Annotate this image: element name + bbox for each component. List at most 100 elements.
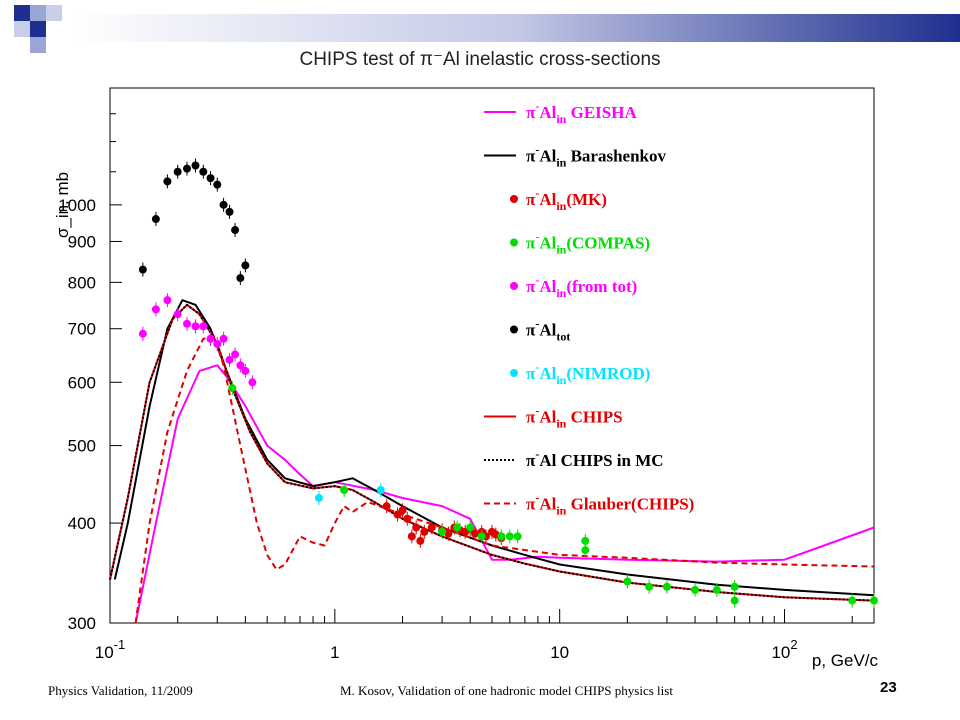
legend-label: π-Alin Barashenkov [526,143,667,170]
legend-entry-2: π-Alin(MK) [510,186,607,213]
data-point [228,384,237,393]
data-point [398,506,407,515]
y-tick-label: 500 [68,437,96,456]
legend-label: π-Alin GEISHA [526,99,637,126]
x-tick-label: 102 [771,637,797,662]
y-tick-label: 400 [68,514,96,533]
y-tick-label: 300 [68,614,96,633]
legend-entry-7: π-Alin CHIPS [484,404,623,431]
series-line-3 [109,303,875,602]
data-point [138,265,147,274]
data-point [199,322,208,331]
data-point [581,536,590,545]
x-tick-label: 1 [330,643,339,662]
legend-entry-1: π-Alin Barashenkov [484,143,667,170]
deco-square [30,5,46,21]
slide-title: CHIPS test of π⁻Al inelastic cross-secti… [299,49,661,70]
legend-entry-4: π-Alin(from tot) [510,273,637,300]
legend-label: π-Alin CHIPS [526,404,623,431]
series-points-8 [138,158,250,286]
series-line-1 [113,299,875,597]
deco-square [14,21,30,37]
data-point [497,532,506,541]
data-point [848,596,857,605]
x-axis-label: p, GeV/c [812,651,879,670]
data-point [403,514,412,523]
data-point [427,523,436,532]
data-point [407,532,416,541]
data-point [213,339,222,348]
data-point [199,167,208,176]
data-point [730,582,739,591]
data-point [438,527,447,536]
series-points-7 [138,293,257,390]
data-point [151,215,160,224]
data-point [151,305,160,314]
data-point [231,350,240,359]
legend-label: π-Alin(MK) [526,186,607,213]
data-point [416,536,425,545]
data-point [730,596,739,605]
y-tick-label: 1000 [58,196,96,215]
data-point [340,485,349,494]
legend-entry-0: π-Alin GEISHA [484,99,637,126]
data-point [241,366,250,375]
legend-label: π-Al CHIPS in MC [526,447,664,470]
series-line-4 [134,335,875,624]
data-point [236,274,245,283]
series-points-9 [314,482,385,505]
header-bar [70,14,960,42]
plot-frame [109,87,875,624]
deco-square [30,21,46,37]
data-point [182,164,191,173]
legend-entry-5: π-Altot [510,317,570,344]
legend-marker [510,325,518,334]
data-point [182,319,191,328]
data-point [870,596,878,605]
data-point [248,378,257,387]
footer-left: Physics Validation, 11/2009 [48,683,193,698]
data-point [691,585,700,594]
x-tick-label: 10-1 [95,637,125,662]
data-point [191,161,200,170]
data-point [453,523,462,532]
data-point [191,322,200,331]
series-layer [109,158,878,624]
legend-marker [510,238,518,247]
data-point [376,485,385,494]
series-line-0 [134,364,875,624]
y-tick-label: 800 [68,273,96,292]
data-point [225,355,234,364]
footer-center: M. Kosov, Validation of one hadronic mod… [340,683,673,698]
data-point [382,502,391,511]
data-point [581,546,590,555]
data-point [645,582,654,591]
data-point [231,226,240,235]
deco-square [46,5,62,21]
data-point [206,174,215,183]
y-tick-label: 700 [68,320,96,339]
data-point [173,310,182,319]
series-points-6 [228,381,878,608]
data-point [314,493,323,502]
y-tick-label: 900 [68,232,96,251]
x-tick-label: 10 [550,643,569,662]
deco-square [14,5,30,21]
data-point [712,585,721,594]
data-point [236,361,245,370]
legend-label: π-Alin(from tot) [526,273,637,300]
legend-label: π-Alin(COMPAS) [526,230,650,257]
legend-entry-6: π-Alin(NIMROD) [510,360,650,387]
data-point [477,532,486,541]
data-point [470,529,479,538]
data-point [662,582,671,591]
legend-label: π-Altot [526,317,570,344]
data-point [241,261,250,270]
data-point [219,200,228,209]
data-point [466,523,475,532]
data-point [163,296,172,305]
data-point [444,529,453,538]
data-point [206,334,215,343]
y-tick-label: 600 [68,373,96,392]
